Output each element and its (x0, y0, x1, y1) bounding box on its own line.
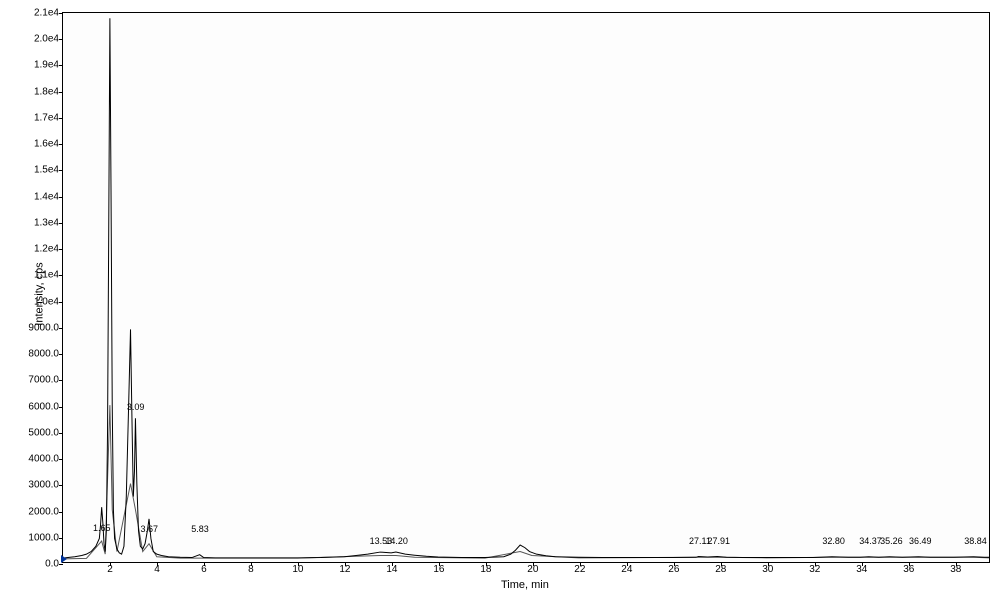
x-tick-mark (157, 562, 158, 566)
y-tick-label: 7000.0 (28, 375, 63, 386)
x-tick-mark (298, 562, 299, 566)
y-tick-mark (59, 485, 63, 486)
y-tick-mark (59, 92, 63, 93)
y-tick-mark (59, 223, 63, 224)
y-tick-mark (59, 13, 63, 14)
x-tick-mark (580, 562, 581, 566)
x-tick-mark (345, 562, 346, 566)
y-tick-mark (59, 538, 63, 539)
x-tick-mark (486, 562, 487, 566)
x-tick-mark (674, 562, 675, 566)
peak-label: 34.37 (859, 536, 882, 546)
plot-area: 0.01000.02000.03000.04000.05000.06000.07… (62, 12, 990, 563)
y-tick-mark (59, 459, 63, 460)
y-tick-mark (59, 249, 63, 250)
y-tick-mark (59, 65, 63, 66)
peak-label: 27.91 (707, 536, 730, 546)
peak-label: 36.49 (909, 536, 932, 546)
chromatogram-trace (63, 13, 989, 562)
peak-label: 14.20 (385, 536, 408, 546)
peak-label: 1.65 (93, 523, 111, 533)
y-tick-label: 2000.0 (28, 506, 63, 517)
y-tick-label: 3000.0 (28, 480, 63, 491)
y-tick-mark (59, 197, 63, 198)
x-tick-mark (956, 562, 957, 566)
y-tick-mark (59, 39, 63, 40)
y-tick-mark (59, 302, 63, 303)
x-tick-mark (392, 562, 393, 566)
x-tick-mark (768, 562, 769, 566)
y-tick-label: 1000.0 (28, 532, 63, 543)
y-tick-mark (59, 328, 63, 329)
y-tick-mark (59, 433, 63, 434)
y-tick-mark (59, 144, 63, 145)
y-axis-label: Intensity, cps (34, 262, 46, 325)
x-tick-mark (862, 562, 863, 566)
peak-label: 32.80 (822, 536, 845, 546)
peak-label: 5.83 (191, 524, 209, 534)
x-tick-mark (815, 562, 816, 566)
y-tick-mark (59, 380, 63, 381)
y-tick-mark (59, 564, 63, 565)
y-tick-mark (59, 354, 63, 355)
y-tick-label: 4000.0 (28, 454, 63, 465)
x-tick-mark (439, 562, 440, 566)
peak-label: 3.09 (127, 402, 145, 412)
peak-label: 35.26 (880, 536, 903, 546)
x-tick-mark (627, 562, 628, 566)
y-tick-mark (59, 275, 63, 276)
chromatogram-chart: 0.01000.02000.03000.04000.05000.06000.07… (0, 0, 1000, 595)
y-tick-label: 6000.0 (28, 401, 63, 412)
x-tick-mark (251, 562, 252, 566)
x-tick-mark (533, 562, 534, 566)
x-tick-mark (721, 562, 722, 566)
y-tick-mark (59, 407, 63, 408)
y-tick-mark (59, 170, 63, 171)
y-tick-mark (59, 512, 63, 513)
x-tick-mark (204, 562, 205, 566)
peak-label: 38.84 (964, 536, 987, 546)
y-tick-label: 8000.0 (28, 349, 63, 360)
y-tick-label: 5000.0 (28, 427, 63, 438)
x-axis-label: Time, min (501, 579, 549, 591)
peak-label: 3.67 (140, 524, 158, 534)
x-tick-mark (110, 562, 111, 566)
y-tick-mark (59, 118, 63, 119)
x-tick-mark (909, 562, 910, 566)
